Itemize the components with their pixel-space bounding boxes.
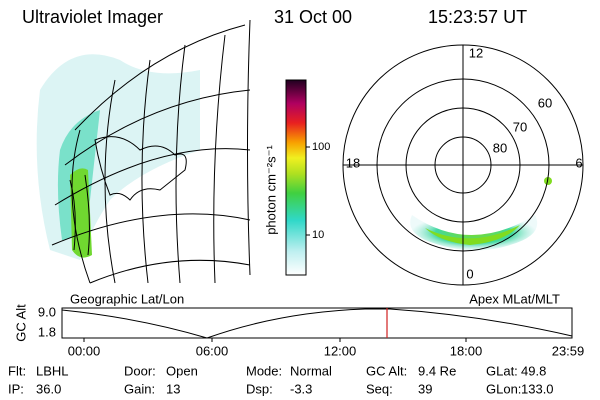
title: Ultraviolet Imager bbox=[22, 7, 163, 27]
alt-y-tick: 9.0 bbox=[38, 304, 56, 319]
alt-x-tick: 00:00 bbox=[68, 343, 101, 358]
colorbar-label: photon cm⁻²s⁻¹ bbox=[263, 145, 278, 235]
colorbar-tick: 10 bbox=[312, 229, 324, 241]
footer-value: 36.0 bbox=[36, 381, 61, 396]
date: 31 Oct 00 bbox=[274, 7, 352, 27]
geo-map-label: Geographic Lat/Lon bbox=[70, 291, 184, 306]
footer-label: Flt: bbox=[8, 363, 26, 378]
footer-label: Gain: bbox=[124, 381, 155, 396]
footer-value: 133.0 bbox=[521, 381, 554, 396]
footer-label: Seq: bbox=[366, 381, 393, 396]
footer: Flt: LBHL Door: Open Mode: Normal GC Alt: 9.4 R… bbox=[8, 363, 554, 396]
mlt-label: 18 bbox=[346, 155, 360, 170]
altitude-plot bbox=[61, 307, 573, 342]
polar-map bbox=[342, 44, 584, 286]
lat-label: 80 bbox=[493, 140, 507, 155]
alt-x-tick: 18:00 bbox=[450, 343, 483, 358]
mlt-label: 6 bbox=[575, 155, 582, 170]
mlt-label: 0 bbox=[466, 266, 473, 281]
footer-label: Mode: bbox=[246, 363, 282, 378]
footer-label: GLat: bbox=[486, 363, 518, 378]
alt-x-tick: 06:00 bbox=[196, 343, 229, 358]
colorbar bbox=[285, 79, 307, 276]
footer-label: Dsp: bbox=[246, 381, 273, 396]
geo-map bbox=[36, 19, 251, 284]
alt-axis-label: GC Alt bbox=[13, 304, 28, 342]
footer-value: LBHL bbox=[36, 363, 69, 378]
footer-value: -3.3 bbox=[290, 381, 312, 396]
lat-label: 70 bbox=[513, 119, 527, 134]
polar-map-label: Apex MLat/MLT bbox=[469, 291, 560, 306]
footer-label: IP: bbox=[8, 381, 24, 396]
mlt-label: 12 bbox=[469, 45, 483, 60]
footer-value: 13 bbox=[166, 381, 180, 396]
footer-label: GC Alt: bbox=[366, 363, 407, 378]
footer-value: 49.8 bbox=[521, 363, 546, 378]
footer-value: 39 bbox=[418, 381, 432, 396]
alt-y-tick: 1.8 bbox=[38, 324, 56, 339]
alt-x-tick: 12:00 bbox=[324, 343, 357, 358]
footer-value: 9.4 Re bbox=[418, 363, 456, 378]
footer-label: Door: bbox=[124, 363, 156, 378]
colorbar-tick: 100 bbox=[312, 141, 330, 153]
footer-label: GLon: bbox=[486, 381, 521, 396]
lat-label: 60 bbox=[538, 95, 552, 110]
time: 15:23:57 UT bbox=[428, 7, 527, 27]
footer-value: Normal bbox=[290, 363, 332, 378]
alt-x-tick: 23:59 bbox=[552, 343, 585, 358]
footer-value: Open bbox=[166, 363, 198, 378]
